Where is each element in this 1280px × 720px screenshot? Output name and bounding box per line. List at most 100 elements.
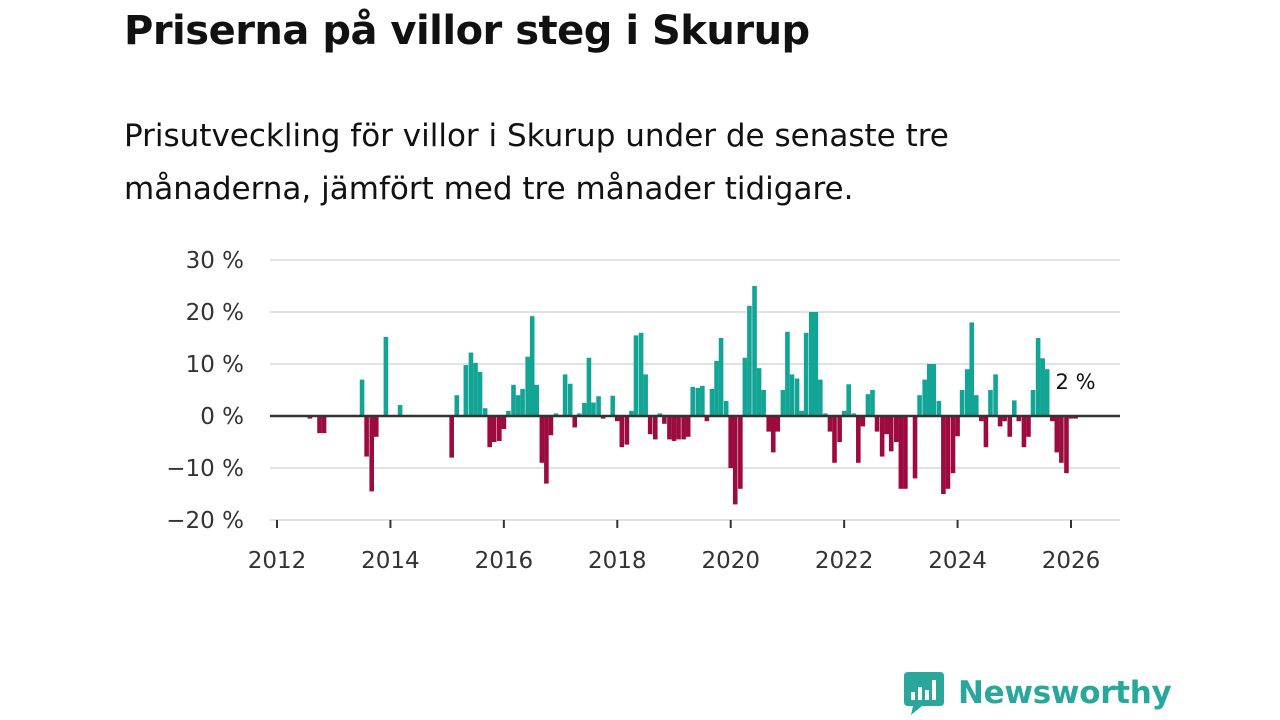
x-tick-label: 2022: [815, 548, 874, 574]
bar: [917, 395, 922, 416]
chart-subtitle: Prisutveckling för villor i Skurup under…: [124, 118, 949, 207]
y-tick-label: −10 %: [166, 456, 244, 482]
bar: [544, 416, 549, 484]
bar: [600, 416, 606, 419]
bar: [997, 416, 1003, 427]
bar: [652, 416, 658, 440]
bar: [610, 395, 616, 416]
bar: [988, 390, 993, 416]
bar: [539, 416, 545, 463]
y-tick-label: −20 %: [166, 508, 244, 534]
bar: [369, 416, 375, 492]
bar: [1016, 416, 1022, 422]
x-tick-label: 2018: [588, 548, 647, 574]
bar: [364, 416, 369, 457]
bar: [562, 374, 568, 416]
x-tick-label: 2016: [475, 548, 534, 574]
bar: [591, 402, 596, 416]
bar: [884, 416, 889, 435]
bar: [482, 408, 488, 416]
bar: [449, 416, 454, 458]
bar: [742, 357, 748, 416]
bar: [794, 378, 800, 416]
bar: [704, 416, 710, 422]
latest-value-annotation: 2 %: [1056, 370, 1096, 394]
bar: [1054, 416, 1060, 453]
bar: [709, 388, 715, 416]
bar: [534, 384, 540, 416]
bar: [808, 312, 814, 416]
bar: [770, 416, 776, 453]
bar: [756, 368, 762, 416]
bar: [841, 410, 847, 416]
bar: [373, 416, 379, 437]
bar: [964, 369, 970, 416]
bar: [823, 413, 828, 416]
bar: [931, 364, 937, 416]
bar: [1035, 338, 1041, 416]
bar: [511, 384, 516, 416]
bar: [1064, 416, 1069, 474]
bars-layer: [307, 286, 1078, 505]
bar: [799, 410, 804, 416]
bar: [723, 400, 729, 416]
bar: [624, 416, 630, 445]
bar: [657, 413, 663, 416]
bar: [685, 416, 691, 437]
bar: [501, 416, 507, 429]
bar: [813, 312, 819, 416]
bar: [676, 416, 681, 440]
bar: [633, 335, 639, 416]
bar: [922, 379, 927, 416]
bar: [973, 395, 979, 416]
bar: [879, 416, 885, 457]
bar: [700, 385, 705, 416]
bar: [586, 357, 592, 416]
bar: [1007, 416, 1013, 437]
bar: [383, 336, 389, 416]
bar: [945, 416, 951, 489]
bar: [983, 416, 989, 448]
bar: [667, 416, 672, 440]
bar: [732, 416, 738, 505]
bar: [993, 374, 998, 416]
bar: [307, 416, 313, 419]
bar: [1059, 416, 1064, 463]
bar: [548, 416, 554, 436]
bar: [1030, 390, 1036, 416]
bar: [950, 416, 956, 474]
bar: [317, 416, 322, 434]
brand-footer: Newsworthy: [902, 670, 1172, 716]
bar: [525, 356, 530, 416]
bar: [803, 332, 809, 416]
y-tick-label: 30 %: [186, 248, 244, 274]
bar: [487, 416, 492, 448]
bar: [614, 416, 620, 422]
bar: [738, 416, 743, 489]
bar: [638, 332, 644, 416]
bar: [515, 395, 521, 416]
bar: [714, 360, 719, 416]
bar: [582, 403, 587, 416]
bar: [728, 416, 734, 468]
bar: [681, 416, 686, 440]
bar: [959, 390, 965, 416]
newsworthy-logo-icon: [904, 672, 944, 715]
bar: [941, 416, 946, 494]
bar: [473, 362, 478, 416]
bar: [846, 384, 851, 416]
bar: [761, 390, 766, 416]
label-layer: 30 % 20 % 10 % 0 % −10 % −20 %2012 2014 2016 201…: [166, 248, 1100, 574]
bar: [690, 386, 696, 416]
bar: [629, 410, 634, 416]
y-tick-label: 0 %: [200, 404, 244, 430]
bar: [874, 416, 880, 432]
x-tick-label: 2012: [248, 548, 307, 574]
bar: [894, 416, 899, 442]
bar: [832, 416, 837, 463]
bar: [888, 416, 894, 452]
bar: [468, 352, 474, 416]
bar: [785, 331, 790, 416]
bar: [506, 410, 511, 416]
